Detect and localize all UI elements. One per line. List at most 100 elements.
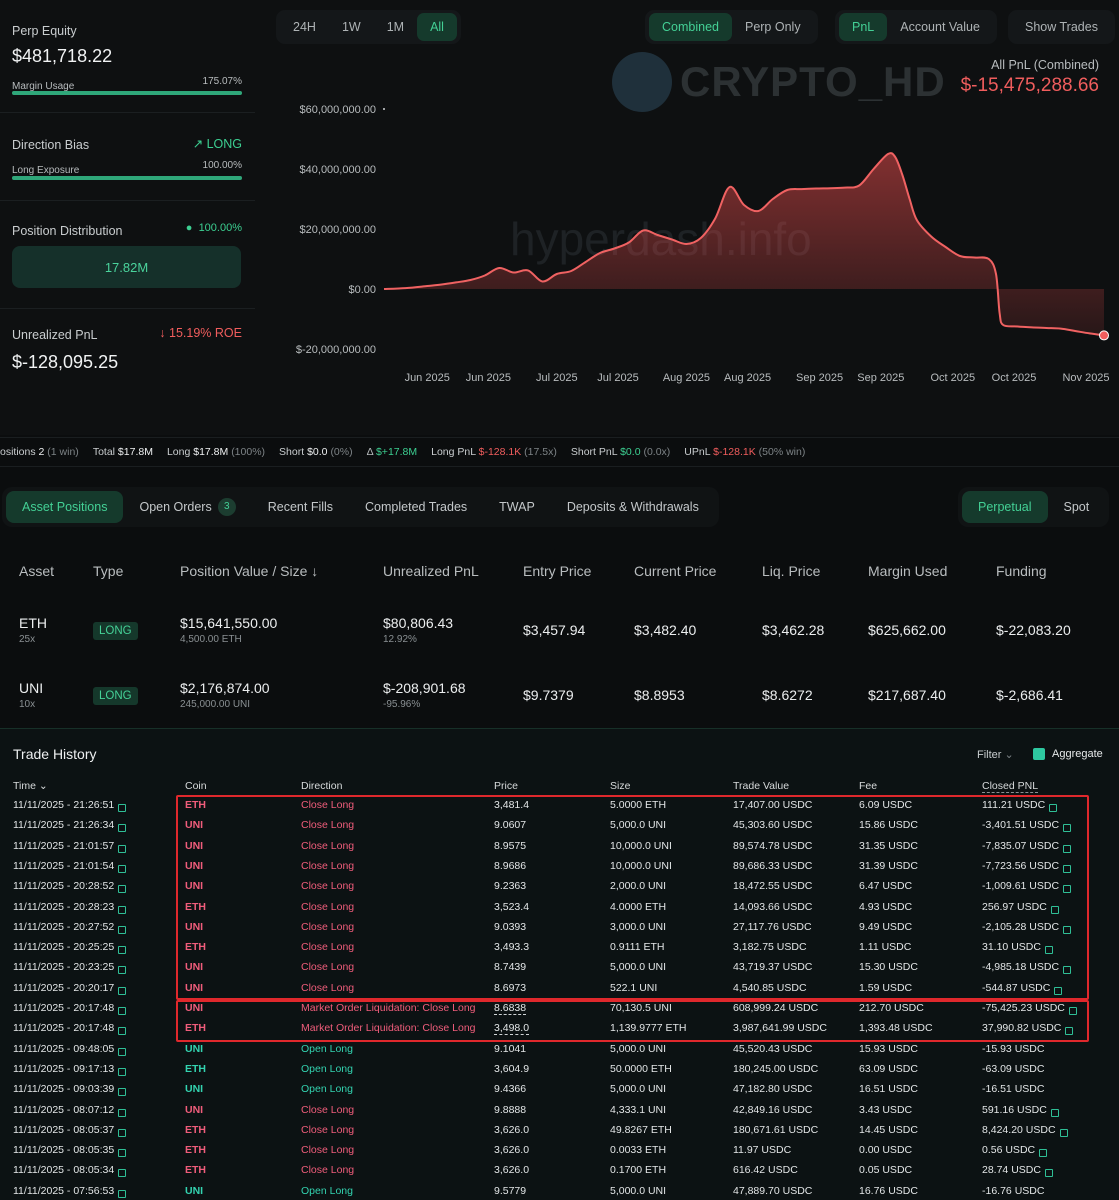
trade-row[interactable]: 11/11/2025 - 20:28:52 UNI Close Long 9.2363… <box>0 877 1119 897</box>
trade-row[interactable]: 11/11/2025 - 08:05:37 ETH Close Long 3,626.… <box>0 1121 1119 1141</box>
mode-perp-only-button[interactable]: Perp Only <box>744 20 801 34</box>
external-link-icon[interactable] <box>118 1108 127 1117</box>
col-time[interactable]: Time ⌄ <box>13 780 48 792</box>
tab-spot[interactable]: Spot <box>1063 500 1090 514</box>
external-link-icon[interactable] <box>118 804 127 812</box>
col-size[interactable]: Size <box>610 780 631 792</box>
external-link-icon[interactable] <box>118 946 127 955</box>
range-all-button[interactable]: All <box>417 13 457 41</box>
pnl-latest-point[interactable] <box>1099 330 1109 341</box>
external-link-icon[interactable] <box>118 925 127 934</box>
external-link-icon[interactable] <box>1063 844 1072 853</box>
external-link-icon[interactable] <box>1063 885 1072 894</box>
external-link-icon[interactable] <box>118 905 127 914</box>
trade-row[interactable]: 11/11/2025 - 08:07:12 UNI Close Long 9.8888… <box>0 1101 1119 1121</box>
aggregate-checkbox[interactable] <box>1033 748 1045 760</box>
mode-combined-button[interactable]: Combined <box>649 13 732 41</box>
trade-row[interactable]: 11/11/2025 - 20:20:17 UNI Close Long 8.6973… <box>0 979 1119 999</box>
range-1w-button[interactable]: 1W <box>341 20 361 34</box>
external-link-icon[interactable] <box>118 1189 127 1198</box>
external-link-icon[interactable] <box>1050 905 1059 914</box>
tab-asset-positions[interactable]: Asset Positions <box>6 491 124 523</box>
external-link-icon[interactable] <box>118 864 127 873</box>
filter-dropdown[interactable]: Filter ⌄ <box>977 748 1014 761</box>
trade-row[interactable]: 11/11/2025 - 07:56:53 UNI Open Long 9.5779 5… <box>0 1182 1119 1200</box>
trade-row[interactable]: 11/11/2025 - 20:17:48 UNI Market Order Liq… <box>0 999 1119 1019</box>
position-distribution-bar[interactable]: 17.82M <box>12 246 241 288</box>
range-24h-button[interactable]: 24H <box>293 20 316 34</box>
trade-coin: UNI <box>185 1002 203 1014</box>
external-link-icon[interactable] <box>1044 946 1053 955</box>
tab-twap[interactable]: TWAP <box>483 491 551 523</box>
trade-row[interactable]: 11/11/2025 - 09:03:39 UNI Open Long 9.4366 5… <box>0 1080 1119 1100</box>
pnl-chart[interactable]: $60,000,000.00 $40,000,000.00 $20,000,000.… <box>258 55 1119 385</box>
trade-row[interactable]: 11/11/2025 - 20:17:48 ETH Market Order Liq… <box>0 1019 1119 1039</box>
trade-row[interactable]: 11/11/2025 - 21:01:54 UNI Close Long 8.9686… <box>0 857 1119 877</box>
external-link-icon[interactable] <box>1063 925 1072 934</box>
external-link-icon[interactable] <box>118 1149 127 1158</box>
trade-row[interactable]: 11/11/2025 - 08:05:35 ETH Close Long 3,626.… <box>0 1141 1119 1161</box>
col-liq-price[interactable]: Liq. Price <box>762 563 821 579</box>
col-closed-pnl[interactable]: Closed PNL <box>982 780 1039 793</box>
col-current-price[interactable]: Current Price <box>634 563 717 579</box>
trade-row[interactable]: 11/11/2025 - 20:25:25 ETH Close Long 3,493.… <box>0 938 1119 958</box>
tab-open-orders[interactable]: Open Orders 3 <box>123 491 251 523</box>
col-direction[interactable]: Direction <box>301 780 343 792</box>
col-trade-value[interactable]: Trade Value <box>733 780 790 792</box>
external-link-icon[interactable] <box>1039 1149 1048 1158</box>
col-unrealized-pnl[interactable]: Unrealized PnL <box>383 563 479 579</box>
col-price[interactable]: Price <box>494 780 518 792</box>
upnl-pct: -95.96% <box>383 699 421 710</box>
trade-row[interactable]: 11/11/2025 - 09:17:13 ETH Open Long 3,604.9… <box>0 1060 1119 1080</box>
external-link-icon[interactable] <box>1054 986 1063 995</box>
external-link-icon[interactable] <box>1049 804 1058 812</box>
trade-row[interactable]: 11/11/2025 - 21:26:34 UNI Close Long 9.0607… <box>0 816 1119 836</box>
external-link-icon[interactable] <box>1065 1027 1074 1036</box>
col-margin-used[interactable]: Margin Used <box>868 563 948 579</box>
tab-deposits-withdrawals[interactable]: Deposits & Withdrawals <box>551 491 715 523</box>
metric-pnl-button[interactable]: PnL <box>839 13 888 41</box>
trade-row[interactable]: 11/11/2025 - 20:27:52 UNI Close Long 9.0393… <box>0 918 1119 938</box>
metric-account-value-button[interactable]: Account Value <box>900 20 980 34</box>
external-link-icon[interactable] <box>118 1067 127 1076</box>
position-row-eth[interactable]: ETH 25x LONG $15,641,550.00 4,500.00 ETH $… <box>0 613 1119 675</box>
position-row-uni[interactable]: UNI 10x LONG $2,176,874.00 245,000.00 UNI … <box>0 678 1119 740</box>
external-link-icon[interactable] <box>118 824 127 833</box>
external-link-icon[interactable] <box>118 1169 127 1178</box>
trade-row[interactable]: 11/11/2025 - 20:28:23 ETH Close Long 3,523.… <box>0 898 1119 918</box>
show-trades-button[interactable]: Show Trades <box>1025 20 1098 34</box>
external-link-icon[interactable] <box>118 885 127 894</box>
col-type[interactable]: Type <box>93 563 124 579</box>
external-link-icon[interactable] <box>118 1047 127 1056</box>
external-link-icon[interactable] <box>118 1027 127 1036</box>
tab-recent-fills[interactable]: Recent Fills <box>252 491 349 523</box>
external-link-icon[interactable] <box>118 986 127 995</box>
external-link-icon[interactable] <box>1063 966 1072 975</box>
external-link-icon[interactable] <box>118 1007 127 1015</box>
col-entry-price[interactable]: Entry Price <box>523 563 592 579</box>
trade-row[interactable]: 11/11/2025 - 08:05:34 ETH Close Long 3,626.… <box>0 1161 1119 1181</box>
trade-row[interactable]: 11/11/2025 - 21:26:51 ETH Close Long 3,481.… <box>0 796 1119 816</box>
external-link-icon[interactable] <box>1044 1169 1053 1178</box>
col-position-value[interactable]: Position Value / Size ↓ <box>180 563 318 579</box>
external-link-icon[interactable] <box>118 1128 127 1137</box>
external-link-icon[interactable] <box>118 844 127 853</box>
trade-row[interactable]: 11/11/2025 - 20:23:25 UNI Close Long 8.7439… <box>0 958 1119 978</box>
range-1m-button[interactable]: 1M <box>386 20 405 34</box>
external-link-icon[interactable] <box>1059 1128 1068 1137</box>
external-link-icon[interactable] <box>1063 864 1072 873</box>
tab-completed-trades[interactable]: Completed Trades <box>349 491 483 523</box>
col-fee[interactable]: Fee <box>859 780 878 792</box>
trade-value: 14,093.66 USDC <box>733 901 812 913</box>
tab-perpetual[interactable]: Perpetual <box>962 491 1048 523</box>
trade-row[interactable]: 11/11/2025 - 21:01:57 UNI Close Long 8.9575… <box>0 837 1119 857</box>
external-link-icon[interactable] <box>1068 1007 1077 1015</box>
external-link-icon[interactable] <box>118 966 127 975</box>
trade-row[interactable]: 11/11/2025 - 09:48:05 UNI Open Long 9.1041 5… <box>0 1040 1119 1060</box>
external-link-icon[interactable] <box>1063 824 1072 833</box>
col-funding[interactable]: Funding <box>996 563 1047 579</box>
external-link-icon[interactable] <box>1050 1108 1059 1117</box>
col-asset[interactable]: Asset <box>19 563 55 579</box>
external-link-icon[interactable] <box>118 1088 127 1097</box>
col-coin[interactable]: Coin <box>185 780 207 792</box>
